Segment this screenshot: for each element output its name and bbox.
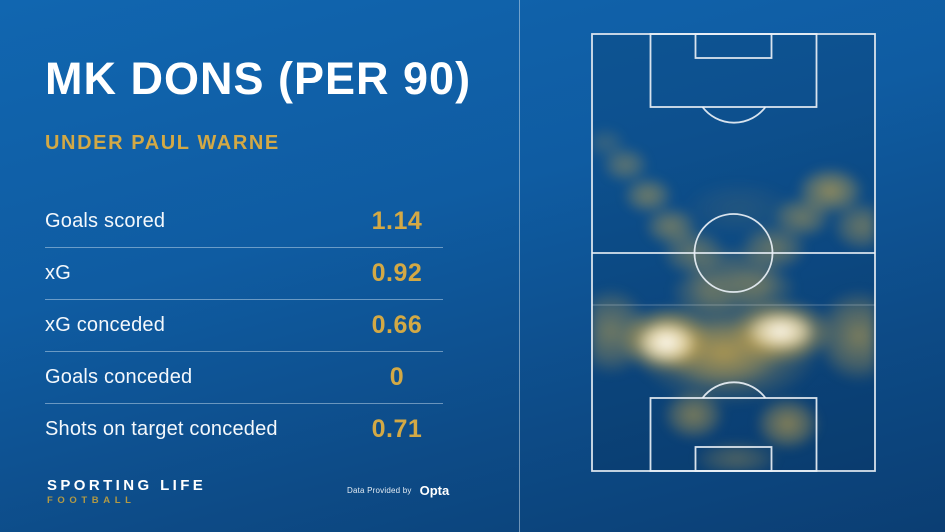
stat-row: xG 0.92 (45, 248, 443, 300)
stat-row: Goals conceded 0 (45, 352, 443, 404)
stat-value: 1.14 (371, 207, 423, 235)
page-subtitle: UNDER PAUL WARNE (45, 132, 280, 154)
stats-table: Goals scored 1.14 xG 0.92 xG conceded 0.… (45, 196, 443, 455)
brand-name: SPORTING LIFE (47, 477, 207, 494)
stat-label: xG conceded (45, 314, 166, 336)
stat-label: Shots on target conceded (45, 418, 278, 440)
page-title: MK DONS (PER 90) (45, 53, 472, 104)
sporting-life-logo: SPORTING LIFE FOOTBALL (47, 478, 206, 506)
centre-circle (693, 213, 774, 293)
stat-label: Goals scored (45, 210, 166, 232)
stat-label: Goals conceded (45, 366, 193, 388)
panel-divider (519, 0, 520, 532)
stat-value: 0.71 (371, 415, 423, 443)
stat-row: xG conceded 0.66 (45, 300, 443, 352)
data-attribution: Data Provided by Opta (347, 482, 450, 498)
attribution-provider: Opta (419, 482, 450, 498)
stat-row: Shots on target conceded 0.71 (45, 404, 443, 455)
goal-area-bottom (694, 446, 773, 472)
stat-value: 0.66 (371, 311, 423, 339)
brand-section: FOOTBALL (47, 495, 136, 506)
attribution-text: Data Provided by (347, 485, 412, 495)
stat-value: 0 (389, 363, 405, 391)
stat-value: 0.92 (371, 259, 423, 287)
penalty-area-top (649, 33, 818, 108)
pitch-heatmap (591, 33, 876, 472)
penalty-arc-bottom (701, 381, 767, 399)
penalty-area-bottom (649, 397, 818, 472)
stat-label: xG (45, 262, 71, 284)
pitch-lines (591, 33, 876, 472)
penalty-arc-top (701, 106, 767, 124)
stat-row: Goals scored 1.14 (45, 196, 443, 248)
goal-area-top (694, 33, 773, 59)
